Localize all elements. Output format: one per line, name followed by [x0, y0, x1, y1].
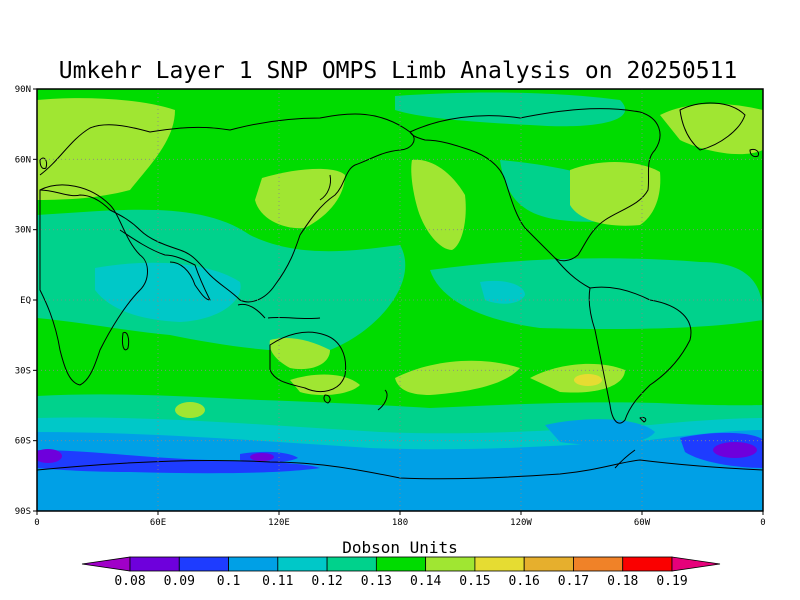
colorbar-label: 0.16: [509, 574, 540, 589]
colorbar-segment: [573, 556, 624, 572]
colorbar-label: 0.15: [459, 574, 490, 589]
level-0.10-0.11-regions: [37, 419, 763, 511]
ozone-field: [37, 89, 763, 511]
colorbar-label: 0.12: [311, 574, 342, 589]
colorbar-label: 0.08: [114, 574, 145, 589]
colorbar-label: 0.17: [558, 574, 589, 589]
lon-tick-label: 0: [34, 518, 39, 528]
colorbar-segment: [178, 556, 229, 572]
colorbar-label: 0.19: [656, 574, 687, 589]
colorbar-label: 0.09: [164, 574, 195, 589]
colorbar-segment: [277, 556, 328, 572]
lon-tick-label: 60W: [634, 518, 651, 528]
lon-tick-label: 120E: [268, 518, 290, 528]
colorbar-label: 0.1: [217, 574, 240, 589]
graticule: [37, 89, 763, 511]
lat-tick-label: 60S: [15, 437, 31, 447]
lon-tick-label: 0: [760, 518, 765, 528]
colorbar-segment: [129, 556, 180, 572]
colorbar-label: 0.13: [361, 574, 392, 589]
lon-tick-label: 180: [392, 518, 408, 528]
longitude-axis: 0 60E 120E 180 120W 60W 0: [34, 511, 766, 528]
lat-tick-label: 30S: [15, 366, 31, 376]
level-0.08-0.09-regions: [37, 442, 757, 463]
colorbar-label: 0.14: [410, 574, 441, 589]
colorbar-segment: [425, 556, 476, 572]
colorbar-title: Dobson Units: [342, 538, 458, 557]
colorbar-segment: [326, 556, 377, 572]
colorbar: 0.08 0.09 0.1 0.11 0.12 0.13 0.14 0.15 0.16 0.17 0…: [81, 556, 721, 589]
latitude-axis: 90N 60N 30N EQ 30S 60S 90S: [15, 85, 37, 517]
colorbar-max-arrow: [671, 556, 721, 572]
colorbar-segment: [523, 556, 574, 572]
colorbar-segment: [375, 556, 427, 572]
level-0.15-0.16-core: [574, 374, 602, 386]
colorbar-min-arrow: [81, 556, 131, 572]
colorbar-label: 0.18: [607, 574, 638, 589]
colorbar-segment: [474, 556, 525, 572]
colorbar-segment: [228, 556, 279, 572]
lat-tick-label: 30N: [15, 226, 31, 236]
lat-tick-label: 90S: [15, 507, 31, 517]
lat-tick-label: EQ: [20, 296, 31, 306]
colorbar-segment: [622, 556, 673, 572]
colorbar-label: 0.11: [262, 574, 293, 589]
lat-tick-label: 60N: [15, 155, 31, 165]
lon-tick-label: 120W: [510, 518, 532, 528]
lat-tick-label: 90N: [15, 85, 31, 95]
coastlines: [37, 102, 763, 480]
lon-tick-label: 60E: [150, 518, 166, 528]
level-0.14-0.15-regions: [37, 98, 763, 418]
map-title: Umkehr Layer 1 SNP OMPS Limb Analysis on…: [59, 58, 738, 84]
